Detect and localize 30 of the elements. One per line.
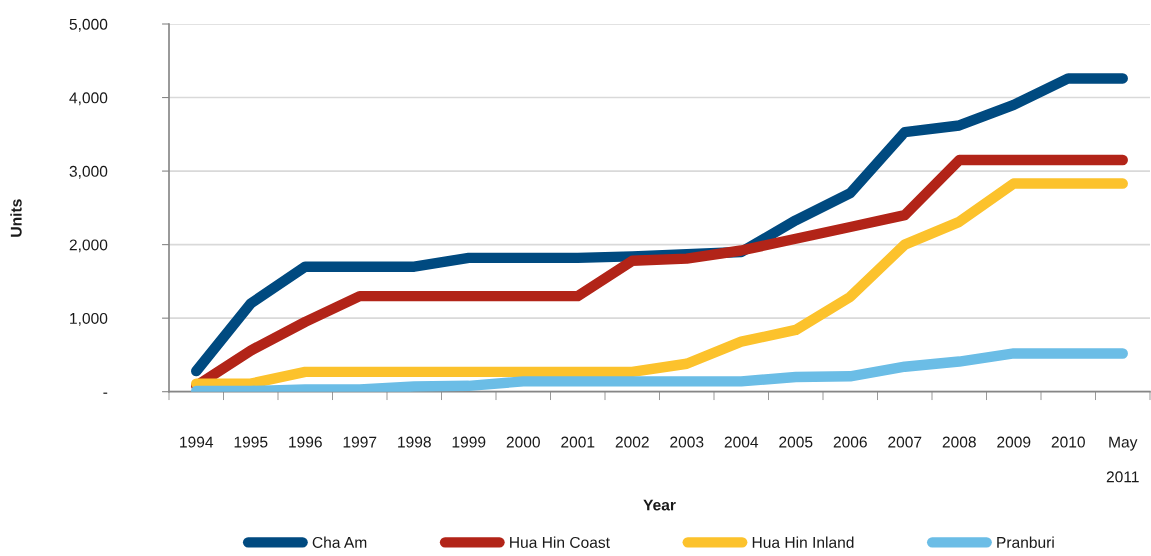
- x-tick-label: 2002: [615, 436, 649, 448]
- x-tick-label: 2003: [670, 436, 704, 448]
- x-tick-label: 2009: [997, 436, 1031, 448]
- x-tick-label: 2008: [942, 436, 976, 448]
- y-tick-label: 4,000: [69, 92, 108, 106]
- x-tick-label: 1998: [398, 436, 431, 448]
- legend-label: Hua Hin Coast: [510, 536, 610, 548]
- legend-label: Cha Am: [312, 536, 367, 548]
- y-tick-label: 5,000: [69, 18, 108, 32]
- x-tick-label: 1996: [289, 436, 322, 448]
- y-tick-label: 1,000: [70, 312, 108, 326]
- x-tick-label: 2007: [888, 436, 922, 448]
- x-tick-label: 2004: [724, 436, 759, 448]
- y-tick-label: 3,000: [69, 165, 108, 179]
- legend-label: Hua Hin Inland: [752, 536, 854, 548]
- category-label: May 2011: [1106, 436, 1139, 483]
- x-axis-title: Year: [643, 499, 676, 511]
- x-tick-label: 2001: [561, 436, 595, 448]
- x-tick-label: 2006: [833, 436, 867, 448]
- x-tick-label: 1995: [234, 436, 268, 448]
- x-tick-label: 2010: [1051, 436, 1085, 448]
- x-tick-label: 1997: [343, 436, 377, 448]
- y-tick-label: 2,000: [69, 239, 108, 253]
- legend-label: Pranburi: [997, 536, 1054, 548]
- x-tick-label: 2005: [779, 436, 813, 448]
- x-tick-label: 1999: [452, 436, 486, 448]
- x-tick-label: 1994: [180, 436, 214, 448]
- y-tick-label: -: [103, 392, 108, 394]
- y-axis-title: Units: [10, 199, 22, 237]
- x-tick-label: 2000: [506, 436, 540, 448]
